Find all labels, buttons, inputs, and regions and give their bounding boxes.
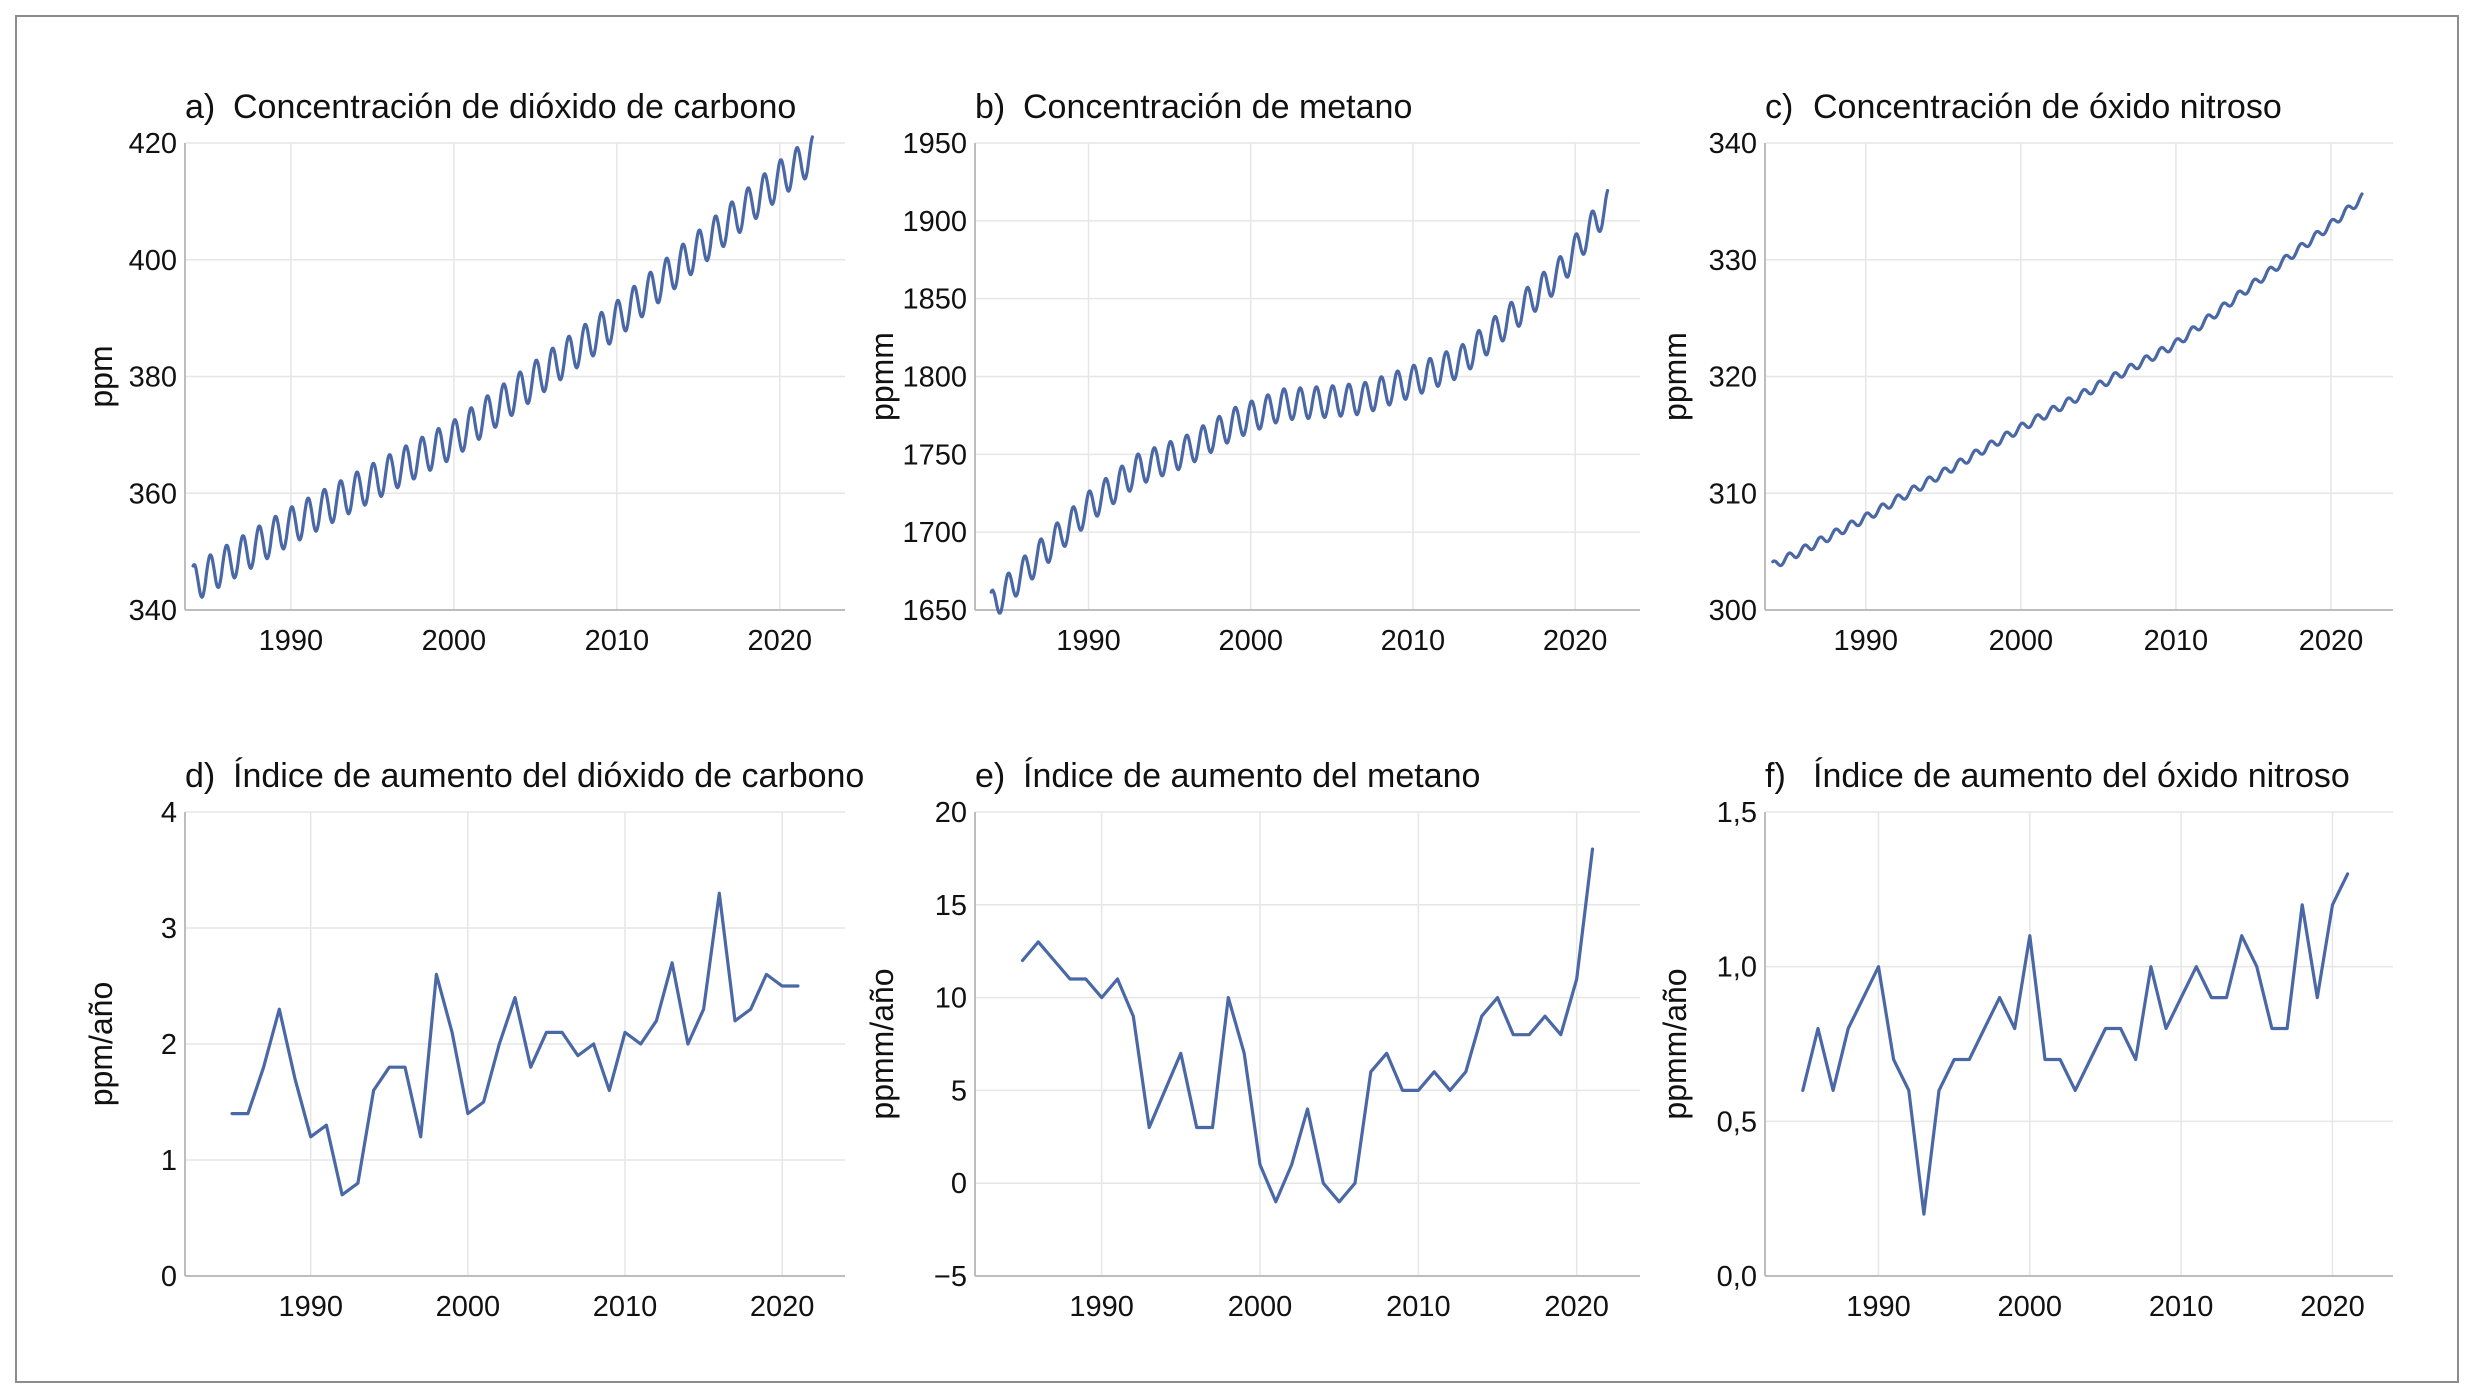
y-tick-label: 4 [161, 797, 177, 829]
x-tick-label: 2020 [2300, 1291, 2365, 1323]
y-tick-label: 5 [951, 1075, 967, 1107]
x-tick-label: 1990 [1834, 625, 1899, 657]
x-tick-label: 2010 [585, 625, 650, 657]
y-tick-label: 340 [1709, 128, 1757, 160]
y-tick-label: 1800 [902, 362, 967, 394]
x-tick-label: 2020 [750, 1291, 815, 1323]
panel-title: Índice de aumento del óxido nitroso [1813, 757, 2350, 795]
y-axis-label: ppmm [864, 332, 900, 421]
gridlines [975, 811, 1640, 1277]
x-tick-label: 2000 [422, 625, 487, 657]
x-tick-label: 1990 [278, 1291, 343, 1323]
y-tick-label: 420 [129, 128, 177, 160]
panel-title: Concentración de dióxido de carbono [233, 88, 796, 126]
series-line-e [1020, 847, 1595, 1204]
y-axis-label: ppm [83, 345, 119, 407]
gridlines [975, 142, 1640, 611]
chart-panel-c: 300 310 320 330 340 1990 2000 2010 2020 ppmm c) Con… [1657, 88, 2393, 657]
x-tick-label: 2020 [1544, 1291, 1609, 1323]
y-tick-label: 380 [129, 362, 177, 394]
x-tick-label: 2010 [2144, 625, 2209, 657]
panel-letter: c) [1765, 88, 1793, 126]
chart-panel-e: −5 0 5 10 15 20 1990 2000 2010 2020 ppmm/año e) Índi… [864, 757, 1640, 1323]
y-tick-label: 330 [1709, 245, 1757, 277]
x-tick-label: 2010 [593, 1291, 658, 1323]
y-axis-label: ppmm/año [864, 968, 900, 1119]
y-tick-label: 15 [935, 890, 967, 922]
y-axis-label: ppmm/año [1657, 968, 1693, 1119]
chart-panel-d: 0 1 2 3 4 1990 2000 2010 2020 ppm/año d) Índice de … [83, 757, 864, 1323]
y-tick-label: 0 [161, 1261, 177, 1293]
x-tick-label: 2000 [1228, 1291, 1293, 1323]
panel-letter: e) [975, 757, 1005, 795]
y-tick-label: 310 [1709, 478, 1757, 510]
gridlines [1765, 142, 2393, 611]
y-tick-label: 1750 [902, 439, 967, 471]
y-tick-label: 0,0 [1717, 1261, 1757, 1293]
y-tick-label: 1950 [902, 128, 967, 160]
y-tick-label: 300 [1709, 595, 1757, 627]
y-tick-label: 1,5 [1717, 797, 1757, 829]
x-tick-label: 2000 [436, 1291, 501, 1323]
y-tick-label: 1900 [902, 206, 967, 238]
y-tick-label: 10 [935, 983, 967, 1015]
x-tick-label: 1990 [1056, 625, 1121, 657]
panel-letter: f) [1765, 757, 1786, 795]
series-line-f [1801, 872, 2350, 1216]
y-tick-label: 340 [129, 595, 177, 627]
x-tick-label: 1990 [259, 625, 324, 657]
y-tick-label: 0,5 [1717, 1106, 1757, 1138]
x-tick-label: 2010 [1386, 1291, 1451, 1323]
chart-panel-a: 340 360 380 400 420 1990 2000 2010 2020 ppm a) Conc… [83, 88, 845, 657]
panel-title: Concentración de óxido nitroso [1813, 88, 2282, 126]
x-tick-label: 2000 [1218, 625, 1283, 657]
panel-letter: b) [975, 88, 1005, 126]
panel-letter: d) [185, 757, 215, 795]
y-tick-label: −5 [934, 1261, 967, 1293]
gridlines [185, 142, 845, 611]
y-tick-label: 320 [1709, 362, 1757, 394]
x-tick-label: 1990 [1069, 1291, 1134, 1323]
series-line-b [989, 188, 1610, 615]
x-tick-label: 2000 [1989, 625, 2054, 657]
x-tick-label: 2020 [748, 625, 813, 657]
y-tick-label: 1650 [902, 595, 967, 627]
x-tick-label: 2010 [1381, 625, 1446, 657]
chart-panel-b: 1650 1700 1750 1800 1850 1900 1950 1990 2000 2010… [864, 88, 1640, 657]
panel-title: Índice de aumento del dióxido de carbono [233, 757, 864, 795]
series-line-c [1771, 192, 2364, 568]
y-tick-label: 360 [129, 478, 177, 510]
panel-title: Índice de aumento del metano [1023, 757, 1480, 795]
y-tick-label: 1850 [902, 284, 967, 316]
y-tick-label: 400 [129, 245, 177, 277]
series-line-d [230, 891, 800, 1197]
y-tick-label: 0 [951, 1168, 967, 1200]
panel-letter: a) [185, 88, 215, 126]
y-tick-label: 3 [161, 913, 177, 945]
y-axis-label: ppmm [1657, 332, 1693, 421]
y-tick-label: 20 [935, 797, 967, 829]
figure-frame [15, 15, 2459, 1383]
y-tick-label: 1700 [902, 517, 967, 549]
y-tick-label: 1 [161, 1145, 177, 1177]
x-tick-label: 2010 [2149, 1291, 2214, 1323]
series-line-a [191, 135, 814, 599]
x-tick-label: 2020 [1543, 625, 1608, 657]
chart-panel-f: 0,0 0,5 1,0 1,5 1990 2000 2010 2020 ppmm/año f) Ín… [1657, 757, 2393, 1323]
gridlines [185, 811, 845, 1277]
y-axis-label: ppm/año [83, 982, 119, 1107]
panel-title: Concentración de metano [1023, 88, 1412, 126]
gridlines [1765, 811, 2393, 1277]
y-tick-label: 2 [161, 1029, 177, 1061]
x-tick-label: 1990 [1846, 1291, 1911, 1323]
x-tick-label: 2000 [1998, 1291, 2063, 1323]
x-tick-label: 2020 [2299, 625, 2364, 657]
y-tick-label: 1,0 [1717, 952, 1757, 984]
